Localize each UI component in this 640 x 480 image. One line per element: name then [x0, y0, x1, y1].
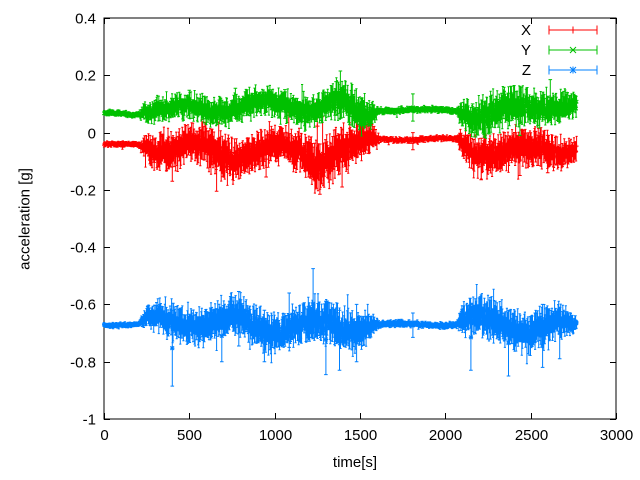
- x-axis-title: time[s]: [332, 454, 378, 471]
- series-X: [102, 102, 579, 195]
- y-tick-label: -0.8: [70, 355, 96, 372]
- x-tick-label: 2000: [429, 427, 462, 444]
- series-Y: [101, 70, 579, 139]
- x-tick-label: 0: [100, 427, 108, 444]
- y-tick-label: -0.6: [70, 297, 96, 314]
- plot-border: [103, 17, 617, 420]
- axis-ticks: [104, 18, 617, 420]
- y-tick-label: 0: [88, 126, 96, 143]
- legend-sample-X: [548, 25, 598, 35]
- legend-sample-Z: [548, 65, 598, 75]
- x-tick-label: 500: [177, 427, 202, 444]
- legend-sample-Y: [548, 45, 598, 55]
- x-tick-label: 3000: [600, 427, 633, 444]
- series-X-markers: [102, 123, 579, 176]
- legend-label-Z: Z: [522, 62, 531, 79]
- x-tick-label: 2500: [515, 427, 548, 444]
- y-tick-label: 0.4: [75, 11, 96, 28]
- series-Z-markers: [101, 301, 579, 351]
- x-tick-label: 1500: [344, 427, 377, 444]
- y-axis-title: acceleration [g]: [16, 168, 34, 270]
- x-tick-label: 1000: [259, 427, 292, 444]
- y-tick-label: -1: [83, 412, 96, 429]
- legend-label-Y: Y: [521, 42, 531, 59]
- y-tick-label: 0.2: [75, 68, 96, 85]
- series-Y-markers: [101, 90, 579, 127]
- y-tick-label: -0.2: [70, 183, 96, 200]
- legend-label-X: X: [521, 22, 531, 39]
- series-Z: [101, 268, 579, 387]
- legend: XYZ: [521, 22, 598, 79]
- y-tick-label: -0.4: [70, 240, 96, 257]
